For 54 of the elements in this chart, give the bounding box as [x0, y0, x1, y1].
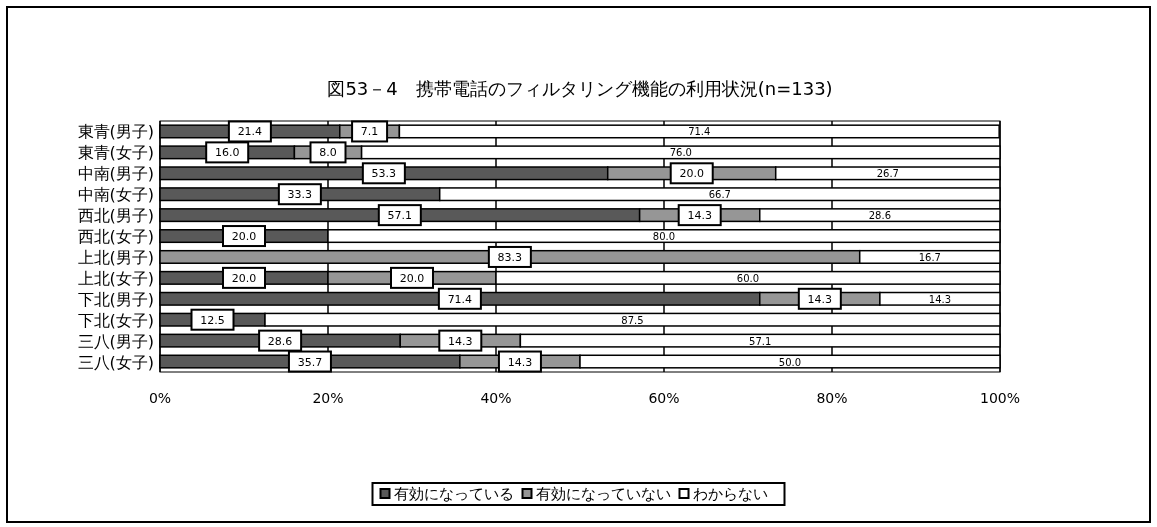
data-label: 35.7	[297, 355, 323, 369]
data-label: 8.0	[319, 146, 337, 160]
data-label: 20.0	[231, 271, 257, 285]
data-label: 80.0	[652, 231, 676, 243]
y-tick-label: 東青(男子)	[77, 122, 154, 142]
data-label: 66.7	[708, 189, 731, 201]
x-tick-label: 0%	[148, 390, 172, 406]
x-tick-label: 100%	[979, 390, 1021, 406]
data-label: 87.5	[621, 314, 644, 326]
data-label: 57.1	[387, 209, 413, 223]
y-tick-label: 中南(男子)	[77, 164, 154, 184]
data-label: 26.7	[876, 168, 899, 180]
data-label: 76.0	[669, 147, 692, 159]
data-label: 20.0	[679, 167, 704, 181]
y-tick-label: 上北(女子)	[77, 268, 154, 288]
data-label: 57.1	[749, 335, 772, 347]
chart-title: 図53－4 携帯電話のフィルタリング機能の利用状況(n=133)	[327, 78, 833, 99]
data-label: 14.3	[807, 292, 833, 306]
y-tick-label: 三八(男子)	[77, 331, 154, 351]
data-label: 20.0	[231, 230, 257, 244]
data-label: 16.0	[214, 146, 240, 160]
data-label: 7.1	[360, 125, 379, 139]
data-label: 53.3	[371, 167, 397, 181]
y-tick-label: 下北(男子)	[77, 289, 154, 309]
data-label: 14.3	[928, 293, 952, 305]
data-label: 20.0	[399, 271, 425, 285]
data-label: 28.6	[267, 334, 293, 348]
y-tick-label: 三八(女子)	[77, 352, 154, 372]
x-tick-label: 60%	[648, 390, 680, 406]
x-tick-label: 20%	[312, 390, 344, 406]
x-tick-label: 40%	[480, 390, 512, 406]
legend-label: わからない	[692, 485, 768, 503]
data-label: 12.5	[200, 313, 225, 327]
data-label: 71.4	[447, 292, 473, 306]
y-tick-label: 上北(男子)	[77, 247, 154, 267]
data-label: 14.3	[448, 334, 473, 348]
legend-label: 有効になっていない	[535, 485, 671, 503]
data-label: 14.3	[507, 355, 533, 369]
data-label: 21.4	[237, 125, 263, 139]
data-label: 28.6	[868, 210, 892, 222]
y-tick-label: 東青(女子)	[77, 143, 154, 163]
data-label: 50.0	[778, 356, 802, 368]
data-label: 14.3	[687, 209, 712, 223]
data-label: 60.0	[736, 272, 760, 284]
legend-label: 有効になっている	[393, 485, 514, 503]
y-tick-label: 下北(女子)	[77, 310, 154, 330]
x-tick-label: 80%	[816, 390, 848, 406]
data-label: 16.7	[918, 251, 941, 263]
y-tick-label: 中南(女子)	[77, 185, 154, 205]
data-label: 71.4	[688, 126, 711, 138]
y-tick-label: 西北(女子)	[77, 227, 154, 247]
data-label: 83.3	[497, 250, 523, 264]
y-tick-label: 西北(男子)	[77, 206, 154, 226]
data-label: 33.3	[287, 188, 313, 202]
